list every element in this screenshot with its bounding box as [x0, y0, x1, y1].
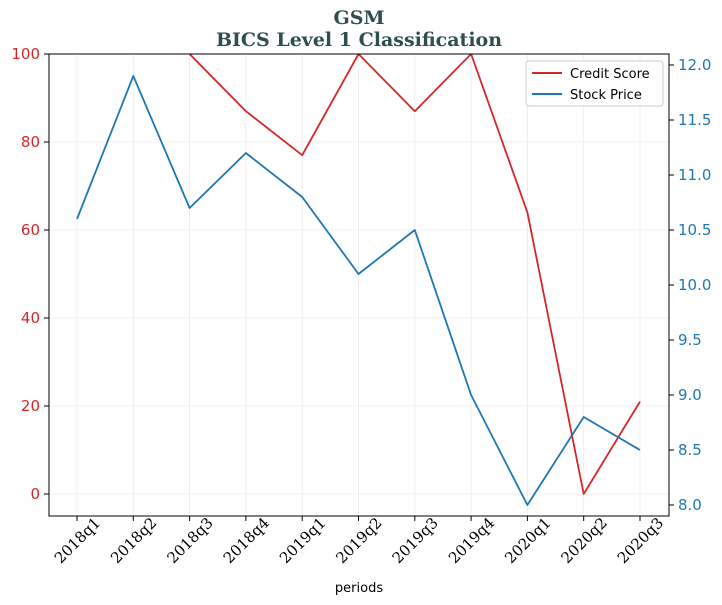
- right-tick-label-9-5: 9.5: [678, 331, 702, 349]
- x-tick-label-2019q3: 2019q3: [389, 514, 442, 567]
- legend-label-stock-price: Stock Price: [570, 88, 642, 103]
- x-tick-label-2020q1: 2020q1: [501, 514, 554, 567]
- legend-label-credit-score: Credit Score: [570, 67, 650, 82]
- left-tick-label-0: 0: [30, 485, 40, 503]
- right-tick-label-8-5: 8.5: [678, 441, 702, 459]
- x-tick-label-2018q1: 2018q1: [51, 514, 104, 567]
- x-axis-label: periods: [335, 581, 383, 596]
- right-tick-label-11-0: 11.0: [678, 166, 711, 184]
- right-tick-label-8-0: 8.0: [678, 496, 702, 514]
- grid: [49, 53, 669, 516]
- right-tick-label-12-0: 12.0: [678, 56, 711, 74]
- x-tick-label-2020q2: 2020q2: [558, 514, 611, 567]
- x-tick-label-2019q4: 2019q4: [445, 514, 498, 567]
- left-tick-label-40: 40: [21, 309, 40, 327]
- chart-subtitle: BICS Level 1 Classification: [216, 29, 502, 51]
- series-line-credit-score: [188, 54, 641, 495]
- chart-title: GSM: [334, 7, 385, 29]
- series-layer: [76, 54, 641, 506]
- axes: 2018q1 2018q2 2018q3 2018q4 2019q1 2019q2 2019…: [11, 45, 711, 567]
- x-tick-label-2019q1: 2019q1: [276, 514, 329, 567]
- x-tick-label-2018q3: 2018q3: [163, 514, 216, 567]
- x-tick-label-2019q2: 2019q2: [332, 514, 385, 567]
- left-tick-label-20: 20: [21, 397, 40, 415]
- left-tick-label-60: 60: [21, 221, 40, 239]
- x-tick-label-2018q2: 2018q2: [107, 514, 160, 567]
- left-tick-label-100: 100: [11, 45, 40, 63]
- right-tick-label-9-0: 9.0: [678, 386, 702, 404]
- series-line-stock-price: [76, 75, 641, 506]
- right-tick-label-11-5: 11.5: [678, 111, 711, 129]
- right-tick-label-10-5: 10.5: [678, 221, 711, 239]
- plot-frame: [48, 53, 670, 517]
- legend: Credit Score Stock Price: [525, 60, 664, 107]
- left-tick-label-80: 80: [21, 133, 40, 151]
- right-tick-label-10-0: 10.0: [678, 276, 711, 294]
- x-tick-label-2020q3: 2020q3: [614, 514, 667, 567]
- x-tick-label-2018q4: 2018q4: [220, 514, 273, 567]
